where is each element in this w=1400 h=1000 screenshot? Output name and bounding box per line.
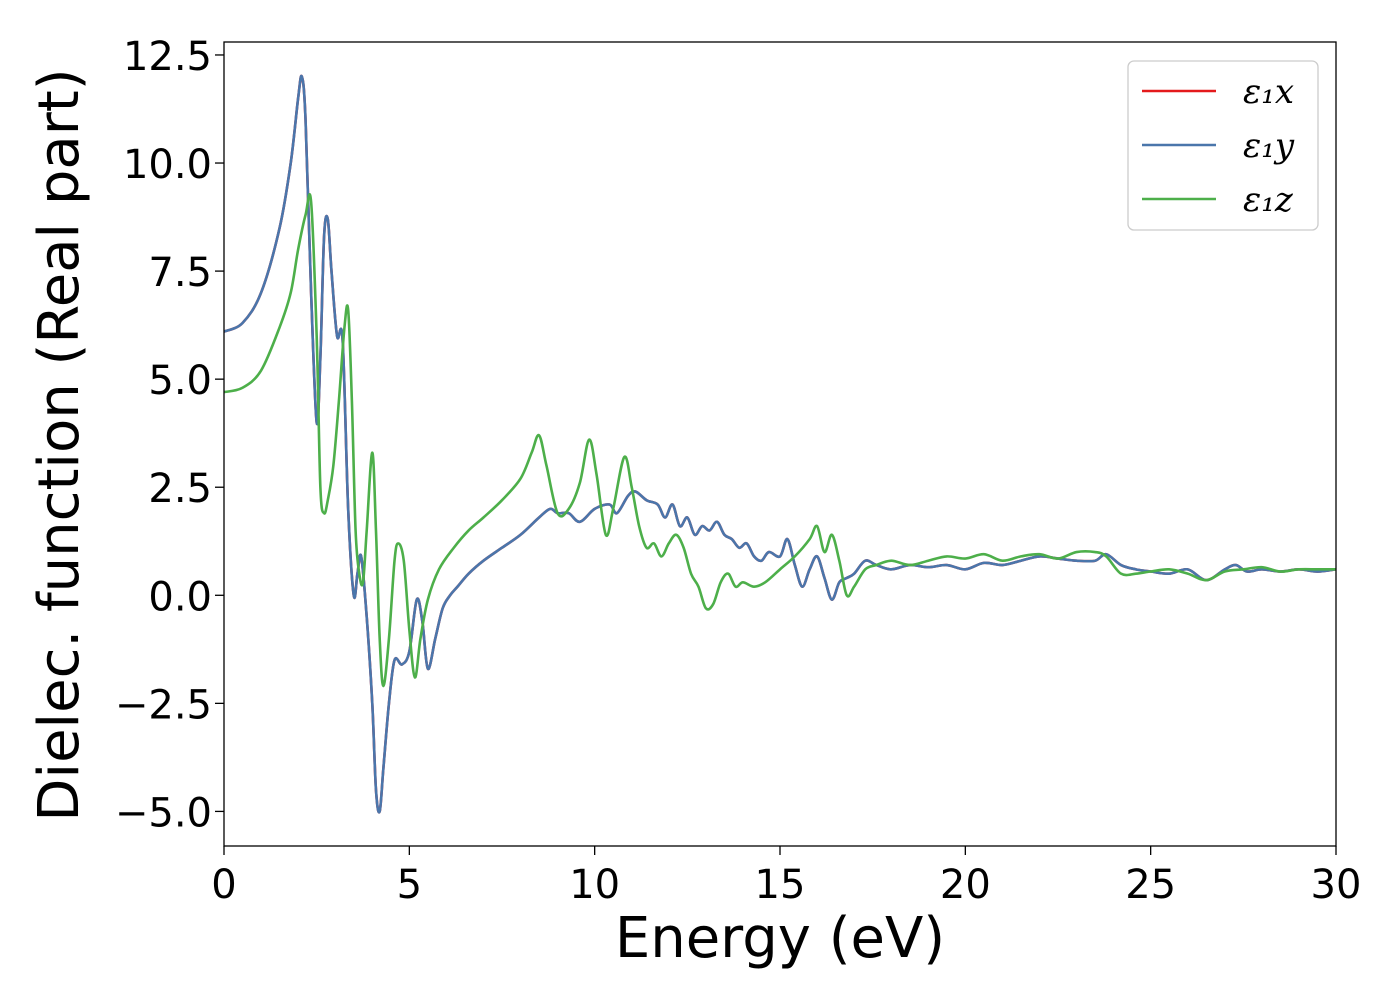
y-tick-label: 12.5 bbox=[123, 34, 212, 80]
series-layer bbox=[224, 74, 1336, 814]
x-axis-label: Energy (eV) bbox=[615, 906, 945, 971]
y-tick-label: 0.0 bbox=[148, 574, 212, 620]
series-line-3 bbox=[224, 193, 1336, 688]
x-tick-label: 0 bbox=[211, 862, 236, 908]
y-tick-label: 5.0 bbox=[148, 358, 212, 404]
y-axis-label: Dielec. function (Real part) bbox=[27, 68, 92, 821]
legend-label-2: ε₁y bbox=[1243, 126, 1295, 166]
legend-label-3: ε₁z bbox=[1243, 180, 1294, 220]
x-tick-label: 15 bbox=[755, 862, 806, 908]
x-tick-label: 5 bbox=[397, 862, 422, 908]
legend: ε₁x ε₁y ε₁z bbox=[1127, 60, 1319, 231]
legend-box bbox=[1127, 60, 1319, 231]
y-axis: −5.0 −2.5 0.0 2.5 5.0 7.5 10.0 12.5 bbox=[115, 34, 224, 836]
x-tick-label: 10 bbox=[569, 862, 620, 908]
y-tick-label: 2.5 bbox=[148, 466, 212, 512]
x-tick-label: 20 bbox=[940, 862, 991, 908]
y-tick-label: −5.0 bbox=[115, 790, 212, 836]
legend-label-1: ε₁x bbox=[1243, 72, 1294, 112]
x-axis: 0 5 10 15 20 25 30 bbox=[211, 846, 1361, 908]
x-tick-label: 25 bbox=[1125, 862, 1176, 908]
y-tick-label: 7.5 bbox=[148, 250, 212, 296]
y-tick-label: −2.5 bbox=[115, 682, 212, 728]
x-tick-label: 30 bbox=[1311, 862, 1362, 908]
series-line-2 bbox=[224, 74, 1336, 814]
y-tick-label: 10.0 bbox=[123, 142, 212, 188]
